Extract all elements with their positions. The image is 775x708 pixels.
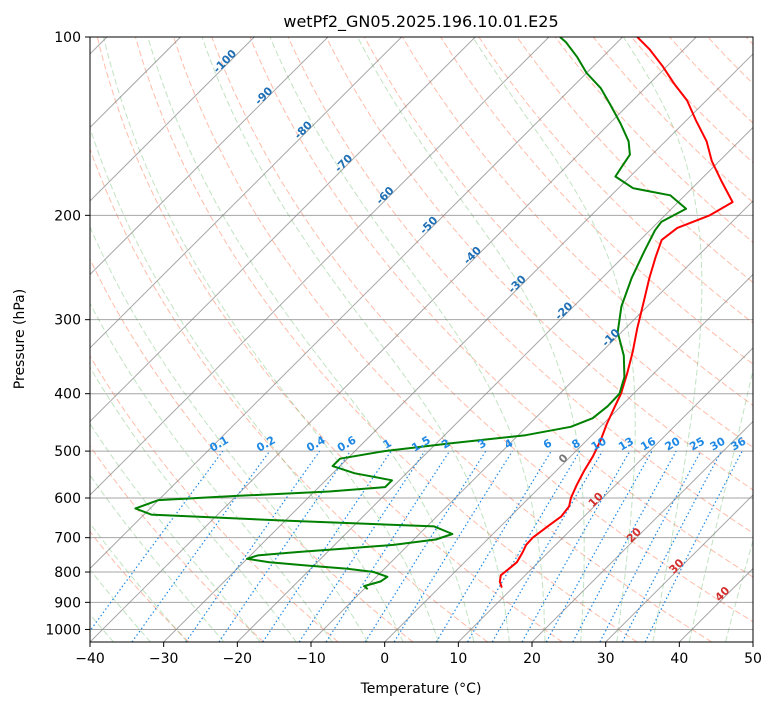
y-tick-label: 300 (54, 313, 81, 329)
dry-adiabat-line (478, 37, 753, 324)
dry-adiabat-line (90, 147, 488, 642)
moist-adiabat-line (90, 302, 333, 642)
isotherm-line (531, 420, 753, 642)
x-tick-label: 10 (449, 651, 467, 667)
isotherm-line (236, 126, 753, 642)
y-tick-label: 200 (54, 208, 81, 224)
moist-adiabat-line (472, 37, 636, 642)
mixing-ratio-line (466, 450, 581, 642)
dry-adiabat-line (325, 37, 753, 491)
dry-adiabat-line (631, 37, 753, 164)
moist-adiabat-line (201, 37, 510, 642)
moist-adiabat-line (147, 37, 475, 642)
isotherm-line (90, 37, 623, 570)
moist-adiabat-line (90, 366, 297, 642)
moist-adiabat-line (622, 37, 703, 642)
dry-adiabat-line (440, 37, 753, 365)
isotherm-line (90, 37, 329, 276)
plot-area (90, 37, 753, 642)
dry-adiabat-line (554, 37, 753, 243)
y-tick-label: 900 (54, 595, 81, 611)
profile-series (134, 37, 734, 590)
x-tick-label: 30 (597, 651, 615, 667)
mixing-ratio-line (393, 450, 513, 642)
dry-adiabat-line (134, 37, 638, 642)
x-tick-label: −10 (296, 651, 326, 667)
mixing-ratio-line (325, 450, 451, 642)
x-tick-label: 50 (744, 651, 762, 667)
y-tick-label: 1000 (45, 622, 81, 638)
y-tick-label: 500 (54, 444, 81, 460)
moist-adiabat-line (269, 37, 546, 642)
y-tick-label: 800 (54, 565, 81, 581)
dry-adiabat-line (592, 37, 753, 203)
x-tick-label: 40 (670, 651, 688, 667)
x-tick-label: 0 (380, 651, 389, 667)
mixing-ratio-line (491, 450, 604, 642)
mixing-ratio-line (131, 450, 271, 642)
dry-adiabat-line (90, 530, 190, 642)
moist-adiabat-line (90, 225, 369, 642)
y-axis-title: Pressure (hPa) (12, 289, 28, 389)
plot-frame (89, 36, 754, 643)
chart-title: wetPf2_GN05.2025.196.10.01.E25 (283, 12, 558, 32)
dewpoint-line (134, 37, 688, 590)
x-tick-label: 20 (523, 651, 541, 667)
mixing-ratio-line (218, 450, 351, 642)
moist-adiabat-line (90, 474, 225, 642)
mixing-ratio-line (572, 450, 677, 642)
y-tick-label: 100 (54, 30, 81, 46)
moist-adiabat-line (90, 422, 261, 642)
moist-adiabat-line (103, 37, 439, 642)
isotherm-line (457, 347, 753, 642)
isotherm-line (90, 37, 476, 423)
x-tick-label: −30 (149, 651, 179, 667)
isotherm-line (310, 200, 753, 642)
isotherm-line (605, 494, 753, 642)
isotherm-line (90, 37, 255, 202)
isotherm-line (90, 37, 402, 349)
reference-lines (90, 37, 753, 642)
isotherm-line (90, 37, 697, 642)
axes: −40 −30 −20 −10 0 10 20 30 40 50 100 200 300 400 500 60… (45, 30, 762, 667)
mixing-ratio-line (185, 450, 321, 642)
mixing-ratio-line (521, 450, 631, 642)
y-tick-label: 600 (54, 491, 81, 507)
dry-adiabat-line (287, 37, 753, 534)
moist-adiabat-line (357, 37, 585, 642)
mixing-ratio-line (545, 450, 653, 642)
isotherm-line (90, 37, 550, 496)
temperature-line (498, 37, 734, 588)
x-tick-label: −40 (75, 651, 105, 667)
dry-adiabat-line (90, 258, 414, 642)
dry-adiabat-line (516, 37, 753, 284)
isotherm-line (384, 273, 753, 642)
y-tick-label: 400 (54, 387, 81, 403)
moist-adiabat-line (90, 126, 404, 642)
dry-adiabat-line (249, 37, 753, 578)
dry-adiabat-line (402, 37, 753, 406)
isotherm-line (163, 53, 753, 642)
moist-adiabat-line (90, 522, 188, 642)
dry-adiabat-line (96, 37, 563, 642)
dry-adiabat-line (211, 37, 753, 623)
x-tick-label: −20 (223, 651, 253, 667)
dry-adiabat-line (90, 355, 339, 642)
x-axis-title: Temperature (°C) (360, 681, 482, 697)
y-tick-label: 700 (54, 531, 81, 547)
mixing-ratio-line (364, 450, 487, 642)
mixing-ratio-line (435, 450, 552, 642)
